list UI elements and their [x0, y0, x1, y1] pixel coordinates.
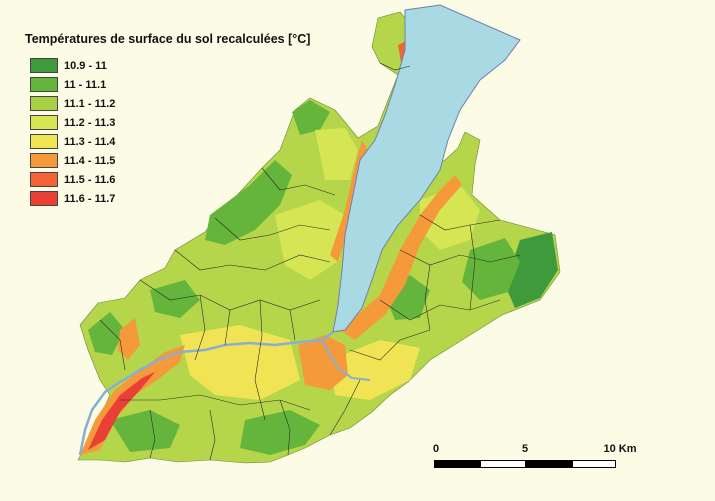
- legend-label: 10.9 - 11: [64, 60, 107, 72]
- legend-item: 10.9 - 11: [25, 56, 310, 75]
- legend-swatch: [30, 191, 58, 206]
- legend-label: 11.1 - 11.2: [64, 98, 115, 110]
- legend-item: 11.6 - 11.7: [25, 189, 310, 208]
- legend-swatch: [30, 172, 58, 187]
- legend-label: 11 - 11.1: [64, 79, 106, 91]
- scale-label-0: 0: [433, 443, 439, 455]
- legend-item: 11.1 - 11.2: [25, 94, 310, 113]
- scale-segment-2: [480, 460, 526, 468]
- scale-segment-1: [434, 460, 480, 468]
- legend-swatch: [30, 115, 58, 130]
- legend-items: 10.9 - 11 11 - 11.1 11.1 - 11.2 11.2 - 11.3…: [25, 56, 310, 208]
- legend-swatch: [30, 58, 58, 73]
- legend-label: 11.6 - 11.7: [64, 193, 115, 205]
- legend-swatch: [30, 153, 58, 168]
- scale-label-10: 10 Km: [603, 443, 636, 455]
- legend-item: 11.3 - 11.4: [25, 132, 310, 151]
- legend: Températures de surface du sol recalculé…: [25, 32, 310, 208]
- legend-label: 11.2 - 11.3: [64, 117, 115, 129]
- scale-bar: 0 5 10 Km: [434, 443, 616, 473]
- legend-label: 11.5 - 11.6: [64, 174, 115, 186]
- legend-item: 11.4 - 11.5: [25, 151, 310, 170]
- legend-label: 11.3 - 11.4: [64, 136, 115, 148]
- legend-swatch: [30, 96, 58, 111]
- legend-item: 11.2 - 11.3: [25, 113, 310, 132]
- legend-item: 11 - 11.1: [25, 75, 310, 94]
- legend-title: Températures de surface du sol recalculé…: [25, 32, 310, 46]
- scale-segment-3: [526, 460, 572, 468]
- legend-item: 11.5 - 11.6: [25, 170, 310, 189]
- legend-swatch: [30, 77, 58, 92]
- scale-label-5: 5: [522, 443, 528, 455]
- scale-segment-4: [572, 460, 616, 468]
- legend-swatch: [30, 134, 58, 149]
- legend-label: 11.4 - 11.5: [64, 155, 115, 167]
